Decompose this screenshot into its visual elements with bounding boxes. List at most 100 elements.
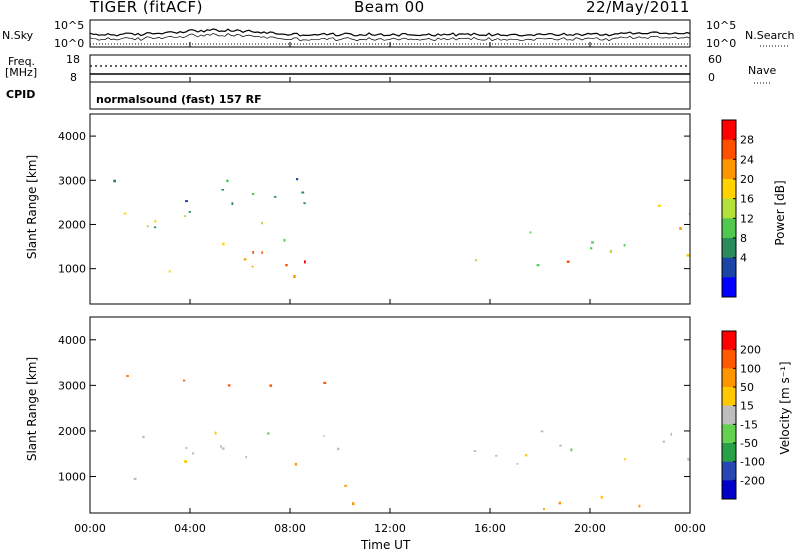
power-colorbar-segment [722, 238, 736, 259]
power-cell-1 [154, 220, 157, 223]
velocity-cell-4 [559, 444, 562, 447]
power-cell-4 [591, 241, 594, 244]
power-cell-1 [153, 226, 157, 229]
power-colorbar-segment [722, 257, 736, 278]
noise-right-tick-top: 10^5 [706, 19, 737, 32]
velocity-colorbar-segment [722, 349, 736, 369]
x-tick-label: 08:00 [274, 522, 306, 535]
velocity-cell-1 [126, 375, 129, 377]
noise-left-tick-top: 10^5 [54, 19, 85, 32]
power-colorbar-segment [722, 277, 736, 298]
freq-tick-top: 18 [66, 53, 80, 66]
velocity-cell-0 [133, 477, 137, 480]
power-cell-4 [623, 244, 626, 247]
x-tick-label: 00:00 [674, 522, 706, 535]
velocity-colorbar-tick: 15 [740, 400, 754, 413]
velocity-cell-4 [540, 430, 544, 433]
freq-label-line2: [MHz] [5, 66, 38, 79]
velocity-cell-0 [323, 435, 325, 437]
velocity-cell-1 [269, 384, 273, 387]
velocity-colorbar-label: Velocity [m s⁻¹] [778, 361, 792, 455]
velocity-colorbar-tick: 100 [740, 362, 761, 375]
freq-label-line1: Freq. [8, 55, 36, 68]
power-colorbar-tick: 20 [740, 173, 754, 186]
power-cell-6 [679, 227, 682, 230]
power-cell-2 [185, 200, 188, 203]
velocity-cell-2 [344, 484, 347, 487]
velocity-cell-4 [473, 450, 477, 452]
axis-ticks: 4000 3000 2000 1000 4000 3000 2000 1000 00:00 04:… [58, 42, 706, 535]
velocity-colorbar-segment [722, 443, 736, 463]
velocity-cell-1 [323, 381, 327, 384]
date-title: 22/May/2011 [586, 0, 690, 16]
cpid-strip [89, 81, 691, 110]
x-tick-label: 20:00 [574, 522, 606, 535]
power-cell-2 [301, 191, 305, 194]
velocity-cell-2 [294, 462, 298, 466]
power-cell-0 [243, 258, 247, 261]
power-colorbar-segment [722, 120, 736, 141]
velocity-colorbar: 200 100 50 15 -15 -50 -100 -200 [721, 330, 765, 500]
power-cell-0 [251, 265, 254, 268]
noise-search-label: N.Search [745, 29, 795, 42]
power-cell-4 [609, 250, 612, 253]
power-cell-6 [657, 204, 661, 207]
power-cell-5 [566, 260, 570, 263]
velocity-cell-0 [220, 445, 222, 448]
velocity-colorbar-segment [722, 424, 736, 444]
noise-sky-label: N.Sky [2, 29, 34, 42]
velocity-colorbar-segment [722, 461, 736, 481]
x-tick-label: 00:00 [74, 522, 106, 535]
power-cell-2 [113, 179, 116, 183]
velocity-cell-0 [245, 456, 248, 459]
velocity-panel [89, 316, 691, 514]
nave-label: Nave [748, 64, 777, 77]
velocity-colorbar-segment [722, 405, 736, 425]
velocity-colorbar-tick: -100 [740, 456, 765, 469]
power-colorbar-segment [722, 198, 736, 219]
velocity-cell-3 [600, 495, 603, 499]
power-colorbar-segment [722, 139, 736, 160]
velocity-colorbar-tick: 50 [740, 381, 754, 394]
velocity-cell-5 [662, 440, 666, 443]
power-cell-1 [222, 242, 225, 246]
velocity-cell-0 [267, 432, 270, 435]
power-cell-1 [283, 238, 286, 242]
power-ytick: 3000 [58, 174, 86, 187]
velocity-cell-3 [638, 504, 641, 508]
velocity-cell-0 [214, 431, 217, 435]
power-colorbar-tick: 28 [740, 134, 754, 147]
power-colorbar-tick: 4 [740, 252, 747, 265]
velocity-ytick: 3000 [58, 379, 86, 392]
power-cell-2 [221, 189, 225, 191]
velocity-colorbar-tick: -50 [740, 437, 758, 450]
power-cell-2 [303, 202, 306, 205]
velocity-cell-3 [351, 502, 355, 506]
power-cell-3 [293, 275, 296, 278]
velocity-colorbar-tick: -15 [740, 418, 758, 431]
power-cell-2 [273, 196, 277, 198]
power-cell-0 [168, 270, 171, 273]
noise-right-tick-bottom: 10^0 [706, 37, 737, 50]
velocity-ytick: 4000 [58, 334, 86, 347]
velocity-cell-3 [543, 508, 545, 510]
noise-sky-line-secondary [89, 33, 691, 42]
velocity-cell-4 [525, 454, 528, 457]
power-cell-4 [475, 259, 477, 262]
velocity-cell-4 [495, 454, 498, 457]
velocity-cell-5 [670, 432, 673, 436]
power-cell-2 [226, 179, 229, 183]
velocity-cell-4 [624, 458, 626, 461]
velocity-ytick: 2000 [58, 425, 86, 438]
velocity-cell-0 [185, 447, 188, 449]
velocity-colorbar-segment [722, 480, 736, 500]
power-cell-3 [304, 260, 306, 264]
velocity-heatmap [126, 375, 690, 510]
velocity-cell-4 [516, 463, 519, 465]
power-heatmap [113, 178, 690, 278]
power-cell-0 [252, 251, 254, 254]
velocity-ytick: 1000 [58, 471, 86, 484]
power-cell-1 [261, 222, 263, 225]
noise-sky-line [89, 28, 691, 37]
